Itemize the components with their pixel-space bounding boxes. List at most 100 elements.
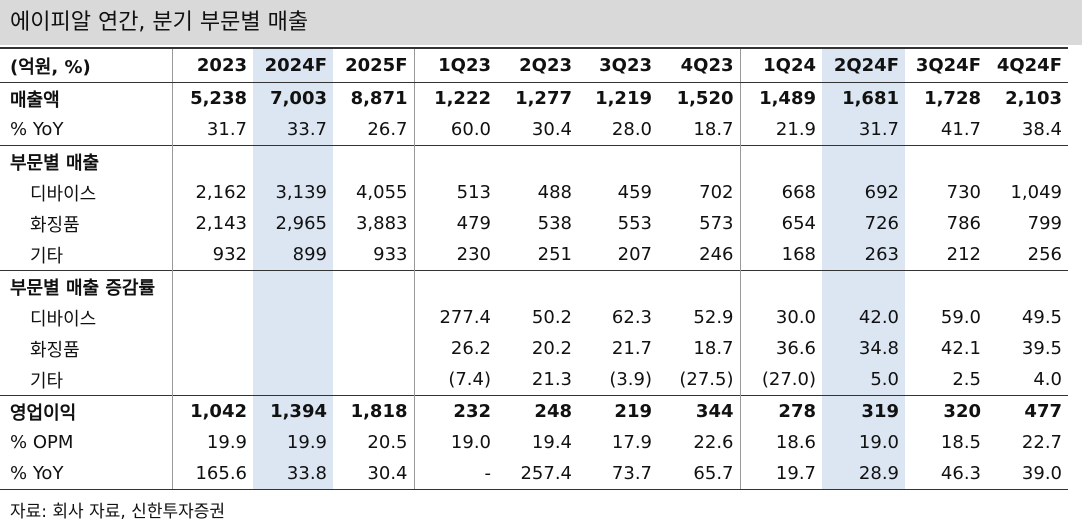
cell: 2,965 xyxy=(253,208,333,239)
cell: 5,238 xyxy=(171,82,253,114)
cell: 230 xyxy=(413,239,497,271)
cell: 165.6 xyxy=(171,458,253,490)
cell xyxy=(987,145,1068,177)
cell xyxy=(658,145,740,177)
cell: 1,219 xyxy=(595,88,652,109)
cell xyxy=(253,145,333,177)
cell xyxy=(253,364,333,396)
cell: 212 xyxy=(946,244,981,265)
cell: 668 xyxy=(739,177,822,208)
cell: 2,143 xyxy=(171,208,253,239)
cell: 30.4 xyxy=(333,458,414,490)
table-title: 에이피알 연간, 분기 부문별 매출 xyxy=(0,0,1082,45)
cell: 899 xyxy=(253,239,333,271)
cell: 4Q23 xyxy=(658,47,740,83)
cell xyxy=(987,270,1068,302)
cell xyxy=(333,364,414,396)
cell: 932 xyxy=(171,239,253,271)
cell: 3,139 xyxy=(253,177,333,208)
cell xyxy=(171,270,253,302)
cell: 38.4 xyxy=(1021,119,1062,140)
cell: 573 xyxy=(699,213,734,234)
cell: 30.0 xyxy=(739,302,822,333)
cell: 1,222 xyxy=(413,82,497,114)
cell: 28.9 xyxy=(822,458,905,490)
cell: 3,883 xyxy=(355,213,408,234)
row-label: 부문별 매출 증감률 xyxy=(0,270,172,302)
cell: 73.7 xyxy=(578,458,658,490)
cell: 26.2 xyxy=(413,333,497,364)
cell: 36.6 xyxy=(739,333,822,364)
row-label: 매출액 xyxy=(10,89,60,111)
cell: 2.5 xyxy=(952,369,981,390)
cell xyxy=(578,270,658,302)
cell: 933 xyxy=(373,244,408,265)
cell xyxy=(822,270,905,302)
row-label: 기타 xyxy=(30,245,64,267)
cell: 459 xyxy=(617,182,652,203)
cell: 320 xyxy=(905,395,987,427)
row-label: 기타 xyxy=(30,370,64,392)
cell: 42.1 xyxy=(940,338,981,359)
cell xyxy=(739,145,822,177)
cell: 488 xyxy=(537,182,572,203)
cell xyxy=(171,145,253,177)
cell: 344 xyxy=(658,395,740,427)
table-row: 기타 932 899 933 230 251 207 246 168 263 212 256 xyxy=(0,239,1068,271)
cell: 4,055 xyxy=(355,182,408,203)
cell: 3Q24F xyxy=(905,47,987,83)
cell: 21.9 xyxy=(739,114,822,146)
cell xyxy=(253,270,333,302)
cell: 65.7 xyxy=(658,458,740,490)
cell: 30.4 xyxy=(531,119,572,140)
cell: 278 xyxy=(739,395,822,427)
cell: 19.0 xyxy=(413,427,497,458)
cell: 26.7 xyxy=(367,119,408,140)
table-row: % YoY 165.6 33.8 30.4-257.4 73.7 65.7 19.7 28.9… xyxy=(0,458,1068,490)
cell: 654 xyxy=(739,208,822,239)
cell: 17.9 xyxy=(611,432,652,453)
cell: 702 xyxy=(699,182,734,203)
row-label: % YoY xyxy=(10,119,64,140)
cell: 20.2 xyxy=(531,338,572,359)
cell: 52.9 xyxy=(693,307,734,328)
cell: (27.5) xyxy=(679,369,734,390)
cell: 31.7 xyxy=(822,114,905,146)
cell: 730 xyxy=(946,182,981,203)
cell: 232 xyxy=(413,395,497,427)
cell: 31.7 xyxy=(171,114,253,146)
cell: 2,162 xyxy=(171,177,253,208)
cell: 41.7 xyxy=(940,119,981,140)
cell: 18.7 xyxy=(693,338,734,359)
table-row: 기타 (7.4) 21.3 (3.9) (27.5) (27.0) 5.0 2.5 4.0 xyxy=(0,364,1068,396)
cell: 5.0 xyxy=(822,364,905,396)
cell: 248 xyxy=(497,395,578,427)
cell xyxy=(578,145,658,177)
row-label: (억원, %) xyxy=(0,47,172,83)
cell: 2Q24F xyxy=(822,47,905,83)
cell xyxy=(658,270,740,302)
cell: 726 xyxy=(822,208,905,239)
cell: - xyxy=(413,458,497,490)
cell: 1Q23 xyxy=(413,47,497,83)
cell: 257.4 xyxy=(497,458,578,490)
cell: 219 xyxy=(578,395,658,427)
cell xyxy=(333,333,414,364)
cell xyxy=(413,270,497,302)
cell xyxy=(333,145,414,177)
table-row: 영업이익 1,042 1,394 1,818 232 248 219 344 278 319 320… xyxy=(0,395,1068,427)
cell: 1,049 xyxy=(1010,182,1062,203)
cell xyxy=(333,302,414,333)
cell: 22.7 xyxy=(1021,432,1062,453)
cell: 39.5 xyxy=(1021,338,1062,359)
cell: 1,818 xyxy=(333,395,414,427)
table-row: % YoY 31.7 33.7 26.7 60.0 30.4 28.0 18.7 21.9 31.… xyxy=(0,114,1068,146)
cell: 513 xyxy=(413,177,497,208)
cell: 692 xyxy=(822,177,905,208)
cell: 2Q23 xyxy=(497,47,578,83)
row-label: 화징품 xyxy=(30,339,80,361)
table-row: 디바이스 277.4 50.2 62.3 52.9 30.0 42.0 59.0 49.5 xyxy=(0,302,1068,333)
cell: 19.7 xyxy=(739,458,822,490)
cell: 1,728 xyxy=(924,88,981,109)
cell: 19.9 xyxy=(253,427,333,458)
